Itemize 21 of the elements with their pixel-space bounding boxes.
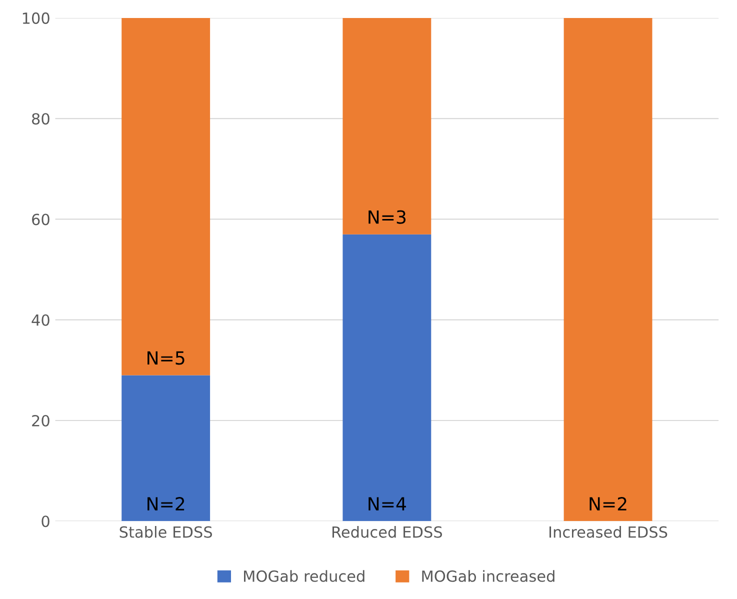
y-tick-label: 0 xyxy=(42,516,50,528)
legend-label: MOGab reduced xyxy=(244,570,364,582)
bar xyxy=(342,18,432,234)
x-tick-label: Increased EDSS xyxy=(550,526,668,538)
y-tick-label: 80 xyxy=(32,113,50,125)
y-tick-label: 60 xyxy=(32,214,50,226)
x-tick-label: Stable EDSS xyxy=(120,526,212,538)
bar xyxy=(342,234,432,522)
x-tick-label: Reduced EDSS xyxy=(332,526,442,538)
y-tick-label: 20 xyxy=(32,414,50,427)
bar xyxy=(564,18,652,522)
bar xyxy=(122,18,210,376)
legend-label: MOGab increased xyxy=(422,570,554,582)
y-tick-label: 100 xyxy=(22,12,50,24)
annotation: N=2 xyxy=(148,497,184,510)
bar xyxy=(122,375,210,522)
y-tick-label: 40 xyxy=(32,314,50,326)
annotation: N=3 xyxy=(368,210,406,224)
annotation: N=2 xyxy=(590,497,626,510)
annotation: N=4 xyxy=(368,497,406,510)
annotation: N=5 xyxy=(148,351,184,365)
